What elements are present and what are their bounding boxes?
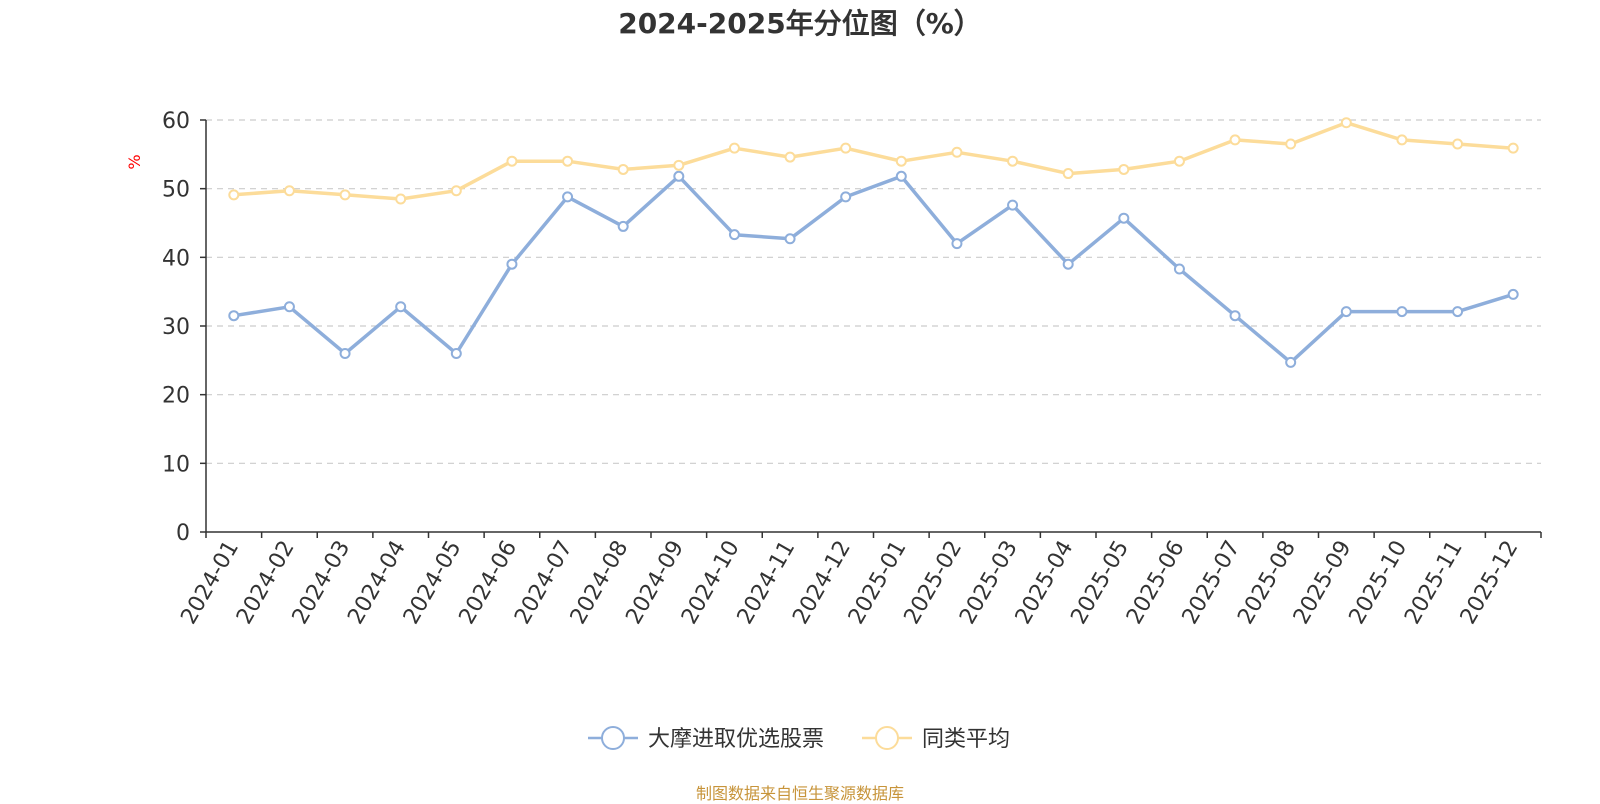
source-note: 制图数据来自恒生聚源数据库 (695, 784, 904, 803)
data-point-series-2[interactable] (506, 155, 518, 167)
data-point-series-1[interactable] (395, 301, 407, 313)
legend-label: 同类平均 (922, 727, 1010, 752)
data-point-series-1[interactable] (895, 170, 907, 182)
data-point-series-2[interactable] (1340, 117, 1352, 129)
data-point-series-2[interactable] (1062, 168, 1074, 180)
data-point-series-2[interactable] (228, 189, 240, 201)
data-point-series-1[interactable] (1173, 263, 1185, 275)
data-point-series-2[interactable] (673, 159, 685, 171)
data-point-series-1[interactable] (1507, 288, 1519, 300)
legend-circle-icon (601, 726, 625, 750)
series-line-2 (233, 120, 1514, 201)
data-point-series-2[interactable] (283, 185, 295, 197)
y-axis-label: % (125, 154, 144, 169)
data-point-series-1[interactable] (450, 347, 462, 359)
data-point-series-1[interactable] (784, 233, 796, 245)
data-point-series-2[interactable] (840, 142, 852, 154)
series-layer (228, 117, 1519, 368)
data-point-series-2[interactable] (1007, 155, 1019, 167)
legend-item-2[interactable]: 同类平均 (862, 726, 1010, 752)
data-point-series-2[interactable] (1229, 134, 1241, 146)
data-point-series-1[interactable] (1062, 258, 1074, 270)
legend-circle-icon (875, 726, 899, 750)
y-tick-label: 60 (162, 109, 190, 134)
data-point-series-2[interactable] (1452, 138, 1464, 150)
data-point-series-1[interactable] (1229, 310, 1241, 322)
data-point-series-1[interactable] (1452, 306, 1464, 318)
data-point-series-1[interactable] (1007, 199, 1019, 211)
data-point-series-1[interactable] (1340, 306, 1352, 318)
data-point-series-1[interactable] (728, 229, 740, 241)
data-point-series-1[interactable] (1396, 306, 1408, 318)
data-point-series-1[interactable] (673, 170, 685, 182)
data-point-series-1[interactable] (228, 310, 240, 322)
data-point-series-2[interactable] (1396, 134, 1408, 146)
data-point-series-2[interactable] (339, 189, 351, 201)
y-tick-label: 10 (162, 452, 190, 477)
legend[interactable]: 大摩进取优选股票 同类平均 (588, 726, 1010, 752)
data-point-series-1[interactable] (562, 191, 574, 203)
data-point-series-1[interactable] (617, 220, 629, 232)
y-tick-label: 40 (162, 246, 190, 271)
data-point-series-1[interactable] (840, 191, 852, 203)
data-point-series-1[interactable] (1118, 212, 1130, 224)
x-ticks: 2024-012024-022024-032024-042024-052024-… (176, 532, 1542, 629)
data-point-series-2[interactable] (450, 185, 462, 197)
data-point-series-2[interactable] (395, 193, 407, 205)
data-point-series-1[interactable] (951, 238, 963, 250)
legend-label: 大摩进取优选股票 (648, 727, 824, 752)
y-tick-label: 30 (162, 315, 190, 340)
y-tick-label: 20 (162, 384, 190, 409)
data-point-series-1[interactable] (506, 258, 518, 270)
data-point-series-2[interactable] (895, 155, 907, 167)
series-line-1 (233, 174, 1514, 365)
legend-item-1[interactable]: 大摩进取优选股票 (588, 726, 824, 752)
data-point-series-2[interactable] (562, 155, 574, 167)
chart-title: 2024-2025年分位图（%） (618, 7, 982, 40)
data-point-series-1[interactable] (283, 301, 295, 313)
data-point-series-2[interactable] (1285, 138, 1297, 150)
data-point-series-2[interactable] (1118, 163, 1130, 175)
grid-lines (206, 119, 1541, 464)
data-point-series-1[interactable] (1285, 356, 1297, 368)
data-point-series-2[interactable] (617, 163, 629, 175)
y-tick-label: 0 (176, 521, 190, 546)
y-tick-label: 50 (162, 178, 190, 203)
data-point-series-1[interactable] (339, 347, 351, 359)
data-point-series-2[interactable] (728, 142, 740, 154)
data-point-series-2[interactable] (784, 151, 796, 163)
data-point-series-2[interactable] (951, 146, 963, 158)
data-point-series-2[interactable] (1507, 142, 1519, 154)
data-point-series-2[interactable] (1173, 155, 1185, 167)
y-ticks: 0 10 20 30 40 50 60 (162, 109, 206, 546)
